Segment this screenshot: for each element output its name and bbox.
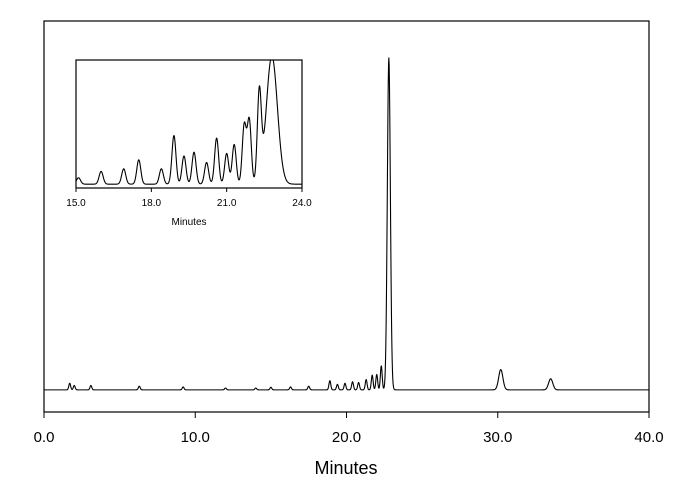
inset-plot-frame xyxy=(75,59,303,189)
inset-chromatogram-trace xyxy=(75,59,303,185)
main-x-tick-label: 10.0 xyxy=(181,429,210,446)
main-chromatogram-trace xyxy=(43,57,650,391)
inset-background xyxy=(76,60,302,188)
inset-x-tick-label: 24.0 xyxy=(292,198,312,209)
main-x-tick-label: 20.0 xyxy=(332,429,361,446)
main-x-axis: 0.0 10.0 20.0 30.0 40.0 xyxy=(34,412,664,446)
main-x-tick-label: 40.0 xyxy=(634,429,663,446)
inset-x-tick-label: 18.0 xyxy=(142,198,162,209)
inset-x-tick-label: 21.0 xyxy=(217,198,237,209)
main-x-tick-label: 0.0 xyxy=(34,429,55,446)
inset-x-tick-label: 15.0 xyxy=(66,198,86,209)
main-x-axis-title: Minutes xyxy=(314,458,377,478)
main-x-tick-label: 30.0 xyxy=(483,429,512,446)
inset-x-axis-title: Minutes xyxy=(171,217,206,228)
inset-x-axis: 15.0 18.0 21.0 24.0 xyxy=(66,188,312,209)
